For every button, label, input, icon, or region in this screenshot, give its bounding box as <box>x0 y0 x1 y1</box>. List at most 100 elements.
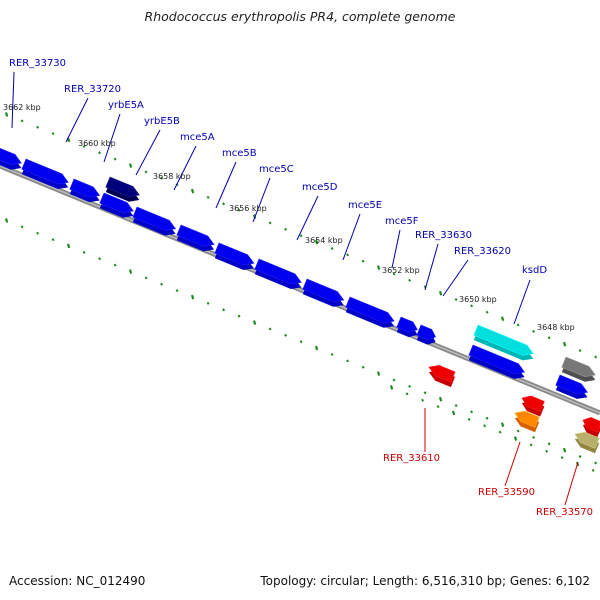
scale-tick <box>285 228 286 230</box>
leader-line <box>174 146 196 190</box>
scale-tick <box>177 290 178 292</box>
scale-tick <box>438 406 439 408</box>
scale-tick <box>595 462 596 464</box>
gene-label-rer_33730: RER_33730 <box>9 58 66 69</box>
scale-tick <box>332 247 333 249</box>
gene-label-mce5d: mce5D <box>302 182 338 193</box>
scale-tick <box>301 341 302 343</box>
scale-labels: 3662 kbp 3660 kbp 3658 kbp 3656 kbp 3654 kbp… <box>3 103 575 332</box>
genome-map: RER_33730RER_33720yrbE5AyrbE5Bmce5Amce5B… <box>0 0 600 600</box>
scale-label: 3662 kbp <box>3 103 41 112</box>
scale-tick <box>378 266 379 270</box>
scale-tick <box>515 437 516 441</box>
scale-label: 3654 kbp <box>305 236 343 245</box>
scale-tick <box>332 353 333 355</box>
gene-label-rer_33630: RER_33630 <box>415 230 472 241</box>
scale-tick <box>223 203 224 205</box>
scale-tick <box>223 309 224 311</box>
scale-tick <box>84 251 85 253</box>
scale-tick <box>531 444 532 446</box>
scale-tick <box>518 324 519 326</box>
scale-tick <box>500 431 501 433</box>
scale-label: 3648 kbp <box>537 323 575 332</box>
scale-tick <box>192 295 193 299</box>
leader-line <box>505 442 520 486</box>
gene-features <box>0 145 600 453</box>
gene-label-mce5a: mce5A <box>180 132 215 143</box>
scale-tick <box>6 112 7 116</box>
scale-tick <box>347 254 348 256</box>
gene-label-ksdd: ksdD <box>522 265 547 276</box>
gene-label-yrbe5b: yrbE5B <box>144 116 180 127</box>
scale-label: 3650 kbp <box>459 295 497 304</box>
scale-tick <box>580 456 581 458</box>
genome-summary-text: Topology: circular; Length: 6,516,310 bp… <box>260 574 590 588</box>
gene-rer_33730-body <box>0 145 21 165</box>
scale-tick <box>440 291 441 295</box>
scale-tick <box>549 337 550 339</box>
scale-label: 3652 kbp <box>382 266 420 275</box>
scale-tick <box>487 417 488 419</box>
scale-tick <box>440 397 441 401</box>
leader-line <box>565 462 578 505</box>
scale-tick <box>130 164 131 168</box>
scale-tick <box>533 330 534 332</box>
scale-tick <box>378 372 379 376</box>
gene-mce5c[interactable] <box>215 243 254 270</box>
scale-tick <box>469 418 470 420</box>
scale-tick <box>425 392 426 394</box>
scale-tick <box>562 457 563 459</box>
scale-tick <box>422 399 423 401</box>
gene-rer_33730[interactable] <box>0 145 21 170</box>
scale-tick <box>564 342 565 346</box>
scale-tick <box>394 379 395 381</box>
gene-label-mce5b: mce5B <box>222 148 257 159</box>
leader-line <box>514 280 530 324</box>
scale-tick <box>146 277 147 279</box>
scale-tick <box>161 283 162 285</box>
gene-label-mce5c: mce5C <box>259 164 294 175</box>
scale-tick <box>593 469 594 471</box>
scale-tick <box>347 360 348 362</box>
scale-tick <box>22 226 23 228</box>
gene-label-rer_33720: RER_33720 <box>64 84 121 95</box>
scale-tick <box>595 356 596 358</box>
leader-line <box>216 162 236 208</box>
gene-label-rer_33570: RER_33570 <box>536 507 593 518</box>
leader-line <box>136 130 160 175</box>
leader-line <box>104 114 120 162</box>
scale-tick <box>456 299 457 301</box>
genome-map-viewer: Rhodococcus erythropolis PR4, complete g… <box>0 0 600 600</box>
scale-tick <box>208 196 209 198</box>
scale-tick <box>6 218 7 222</box>
gene-rer_33630[interactable] <box>397 317 418 337</box>
scale-tick <box>363 366 364 368</box>
scale-tick <box>270 328 271 330</box>
scale-tick <box>546 450 547 452</box>
gene-mce5f[interactable] <box>346 297 394 328</box>
scale-tick <box>316 346 317 350</box>
gene-mce5d[interactable] <box>255 259 301 289</box>
gene-rer_33620[interactable] <box>417 325 436 345</box>
gene-mce5b[interactable] <box>177 225 214 251</box>
scale-tick <box>53 239 54 241</box>
scale-label: 3656 kbp <box>229 204 267 213</box>
scale-tick <box>115 264 116 266</box>
scale-tick <box>471 305 472 307</box>
scale-tick <box>192 189 193 193</box>
scale-tick <box>502 317 503 321</box>
scale-tick <box>502 423 503 427</box>
scale-label: 3658 kbp <box>153 172 191 181</box>
leader-line <box>443 260 468 296</box>
gene-rer_33610[interactable] <box>429 365 455 387</box>
gene-label-mce5f: mce5F <box>385 216 419 227</box>
scale-tick <box>270 222 271 224</box>
scale-tick <box>68 244 69 248</box>
scale-tick <box>409 385 410 387</box>
gene-mce5e[interactable] <box>303 279 344 307</box>
scale-tick <box>456 405 457 407</box>
scale-tick <box>487 311 488 313</box>
scale-tick <box>115 158 116 160</box>
scale-label: 3660 kbp <box>78 139 116 148</box>
scale-tick <box>391 385 392 389</box>
